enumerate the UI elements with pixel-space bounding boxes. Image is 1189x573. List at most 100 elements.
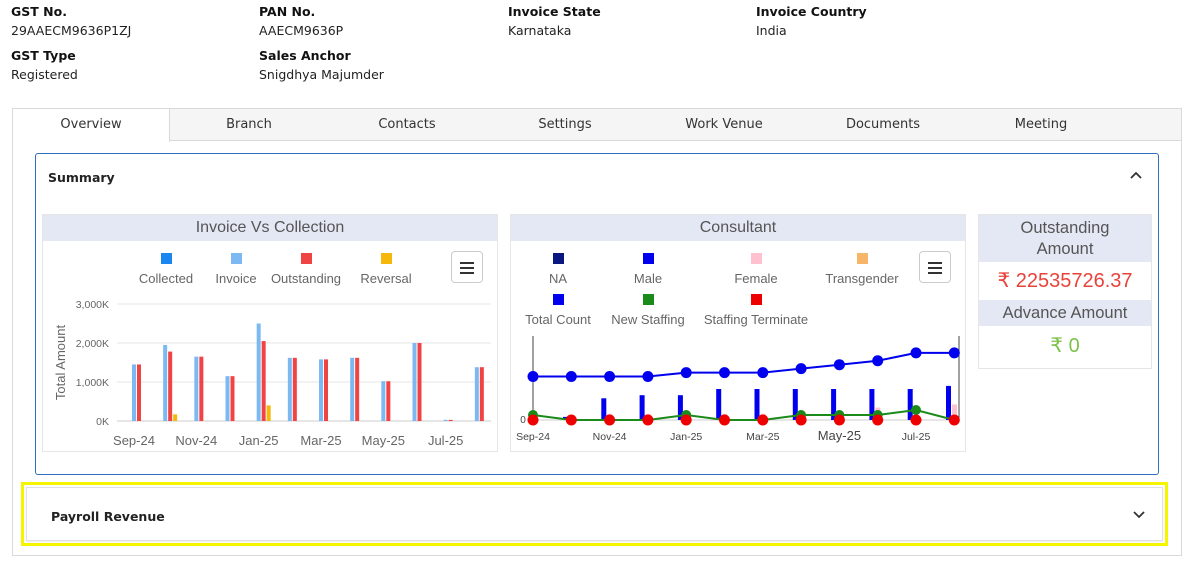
sales-anchor-block: Sales Anchor Snigdhya Majumder	[259, 48, 384, 82]
legend-label-1: Male	[634, 271, 662, 286]
y-tick-label: 2,000K	[76, 338, 109, 350]
legend-swatch-3	[857, 253, 868, 264]
point-total-count	[757, 367, 769, 379]
bar-invoice	[256, 323, 261, 421]
bar-male	[677, 395, 683, 420]
y-tick-label: 1,000K	[76, 377, 109, 389]
legend-label-6: Staffing Terminate	[704, 312, 808, 327]
tab-contacts[interactable]: Contacts	[378, 117, 436, 132]
consultant-chart: Consultant NA Male Female Transgender Total …	[510, 214, 966, 452]
bar-male	[716, 389, 722, 420]
legend-label-5: New Staffing	[611, 312, 684, 327]
point-staffing-terminate	[604, 414, 616, 426]
legend-swatch-0	[553, 253, 564, 264]
tab-branch[interactable]: Branch	[226, 117, 272, 132]
point-total-count	[872, 355, 884, 367]
payroll-revenue-panel[interactable]: Payroll Revenue	[26, 487, 1163, 541]
bar-invoice	[194, 356, 199, 421]
point-staffing-terminate	[565, 414, 577, 426]
point-total-count	[642, 371, 654, 383]
bar-male	[601, 398, 607, 420]
point-staffing-terminate	[642, 414, 654, 426]
point-total-count	[795, 363, 807, 375]
legend-label-invoice: Invoice	[215, 271, 256, 286]
tab-meeting[interactable]: Meeting	[1014, 117, 1068, 132]
x-tick-label: Nov-24	[175, 433, 217, 448]
bar-invoice	[350, 357, 355, 421]
bar-outstanding	[448, 419, 453, 421]
tab-settings[interactable]: Settings	[538, 117, 592, 132]
legend-label-reversal: Reversal	[360, 271, 411, 286]
line-total-count	[533, 351, 955, 378]
tab-overview[interactable]: Overview	[13, 109, 170, 142]
bar-male	[869, 389, 875, 420]
bar-outstanding	[168, 351, 173, 421]
bar-male	[907, 389, 913, 420]
point-staffing-terminate	[833, 414, 845, 426]
tab-documents[interactable]: Documents	[845, 117, 921, 132]
x-tick-label: Jul-25	[902, 431, 931, 443]
point-new-staffing	[911, 405, 921, 415]
invoice-chart-menu-button[interactable]	[451, 251, 483, 283]
invoice-chart-title: Invoice Vs Collection	[43, 215, 497, 241]
legend-swatch-1	[643, 253, 654, 264]
line-new-staffing	[532, 408, 955, 421]
point-staffing-terminate	[680, 414, 692, 426]
legend-swatch-6	[751, 294, 762, 305]
bar-female	[952, 404, 957, 420]
chevron-down-icon[interactable]	[1132, 508, 1146, 526]
consultant-chart-svg: NA Male Female Transgender Total Count New St…	[516, 253, 960, 443]
pan-no-label: PAN No.	[259, 4, 316, 19]
invoice-chart-svg: Collected Invoice Outstanding Reversal 0K 1,0…	[53, 253, 491, 448]
point-total-count	[604, 371, 616, 383]
point-staffing-terminate	[872, 414, 884, 426]
summary-panel: Summary Invoice Vs Collection Collected I…	[35, 153, 1159, 475]
x-tick-label: Jan-25	[670, 431, 702, 443]
bar-invoice	[381, 381, 386, 421]
outstanding-amount-value: ₹ 22535726.37	[997, 270, 1133, 292]
bar-outstanding	[324, 359, 328, 421]
chevron-up-icon[interactable]	[1129, 168, 1143, 186]
y-tick-label: 3,000K	[76, 299, 109, 311]
bar-reversal	[266, 405, 271, 421]
x-tick-label: Jan-25	[239, 433, 279, 448]
point-total-count	[565, 371, 577, 383]
gst-type-block: GST Type Registered	[11, 48, 78, 82]
point-staffing-terminate	[719, 414, 730, 426]
x-tick-label: Mar-25	[300, 433, 341, 448]
legend-swatch-reversal	[381, 253, 392, 264]
bar-invoice	[132, 364, 136, 421]
invoice-country-value: India	[756, 23, 787, 38]
legend-swatch-5	[643, 294, 654, 305]
bar-male	[754, 389, 760, 420]
bar-invoice	[225, 376, 230, 421]
gst-no-block: GST No. 29AAECM9636P1ZJ	[11, 4, 131, 38]
point-staffing-terminate	[948, 414, 960, 426]
consultant-chart-title: Consultant	[511, 215, 965, 241]
bar-outstanding	[199, 356, 204, 421]
x-tick-label: Sep-24	[516, 431, 550, 443]
point-staffing-terminate	[757, 414, 769, 426]
legend-swatch-4	[553, 294, 564, 305]
payroll-revenue-highlight: Payroll Revenue	[21, 482, 1168, 546]
bar-invoice	[443, 419, 448, 421]
legend-swatch-collected	[161, 253, 172, 264]
advance-amount-label: Advance Amount	[979, 300, 1151, 326]
bar-invoice	[287, 357, 292, 421]
tab-container: Overview Branch Contacts Settings Work V…	[12, 108, 1182, 556]
point-staffing-terminate	[527, 414, 539, 426]
tab-work-venue[interactable]: Work Venue	[685, 117, 763, 132]
legend-swatch-invoice	[231, 253, 242, 264]
bar-outstanding	[292, 357, 297, 421]
bar-male	[946, 385, 951, 420]
payroll-revenue-title: Payroll Revenue	[51, 509, 165, 524]
legend-swatch-outstanding	[301, 253, 312, 264]
bar-invoice	[474, 367, 479, 421]
point-total-count	[527, 371, 539, 383]
point-total-count	[680, 367, 692, 379]
point-staffing-terminate	[910, 414, 922, 426]
bar-male	[639, 395, 645, 420]
consultant-chart-menu-button[interactable]	[919, 251, 951, 283]
legend-label-0: NA	[549, 271, 567, 286]
point-total-count	[948, 347, 960, 359]
